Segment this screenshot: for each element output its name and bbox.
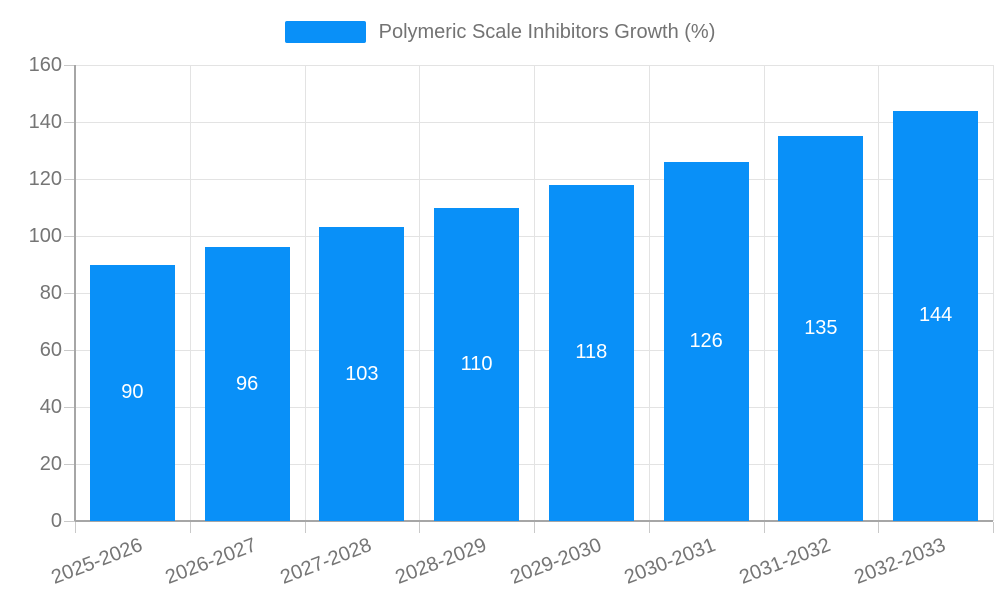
x-tick — [189, 522, 191, 533]
bar: 118 — [548, 184, 634, 521]
bar-value-label: 90 — [121, 381, 144, 404]
y-axis-line — [74, 65, 76, 521]
y-tick — [64, 293, 75, 294]
y-axis-tick-label: 0 — [50, 510, 62, 532]
bar: 90 — [89, 264, 175, 521]
y-tick — [64, 350, 75, 351]
legend-label: Polymeric Scale Inhibitors Growth (%) — [378, 20, 716, 43]
x-tick — [75, 522, 76, 533]
bar-value-label: 118 — [575, 341, 608, 364]
bar: 144 — [893, 110, 979, 521]
y-axis-tick-label: 40 — [39, 396, 62, 418]
bar: 103 — [319, 227, 405, 521]
bar-value-label: 110 — [460, 352, 493, 375]
x-gridline — [993, 65, 994, 521]
y-axis-tick-label: 20 — [39, 453, 62, 475]
y-axis-tick-label: 60 — [39, 339, 62, 361]
y-axis-tick-label: 120 — [28, 168, 62, 190]
x-gridline — [304, 65, 306, 521]
x-gridline — [763, 65, 765, 521]
x-gridline — [648, 65, 650, 521]
x-gridline — [189, 65, 191, 521]
x-axis-tick-label: 2032-2033 — [851, 534, 949, 589]
x-tick — [763, 522, 765, 533]
y-tick — [64, 65, 75, 66]
x-axis-tick-label: 2028-2029 — [392, 534, 490, 589]
y-tick — [64, 122, 75, 123]
bar-value-label: 96 — [236, 372, 259, 395]
x-tick — [534, 522, 535, 533]
y-tick — [64, 236, 75, 237]
y-axis-tick-label: 140 — [28, 111, 62, 133]
x-tick — [993, 522, 994, 533]
bar: 135 — [778, 136, 864, 521]
x-gridline — [534, 65, 535, 521]
y-axis-tick-label: 100 — [28, 225, 62, 247]
x-gridline — [419, 65, 421, 521]
bar-value-label: 144 — [918, 304, 953, 327]
x-axis-line — [75, 520, 993, 522]
bar: 110 — [434, 207, 520, 521]
x-tick — [648, 522, 650, 533]
x-axis-tick-label: 2026-2027 — [162, 534, 261, 589]
x-axis-tick-label: 2030-2031 — [621, 534, 720, 589]
bar-value-label: 135 — [804, 317, 838, 340]
legend-swatch-icon — [284, 21, 366, 43]
y-axis-tick-label: 160 — [28, 54, 62, 76]
bar-value-label: 103 — [345, 362, 379, 385]
x-axis-tick-label: 2025-2026 — [48, 534, 146, 589]
x-tick — [419, 522, 421, 533]
bar: 126 — [663, 161, 749, 521]
x-tick — [878, 522, 880, 533]
x-tick — [304, 522, 306, 533]
bar: 96 — [204, 247, 290, 521]
y-axis-tick-label: 80 — [39, 282, 62, 304]
legend-item[interactable]: Polymeric Scale Inhibitors Growth (%) — [0, 20, 1000, 44]
x-axis-tick-label: 2031-2032 — [736, 534, 834, 589]
y-tick — [64, 179, 75, 180]
bar-value-label: 126 — [689, 329, 723, 352]
y-tick — [64, 521, 75, 522]
x-axis-tick-label: 2027-2028 — [277, 534, 375, 589]
x-gridline — [878, 65, 880, 521]
y-tick — [64, 464, 75, 465]
y-tick — [64, 407, 75, 408]
x-axis-tick-label: 2029-2030 — [507, 534, 605, 589]
